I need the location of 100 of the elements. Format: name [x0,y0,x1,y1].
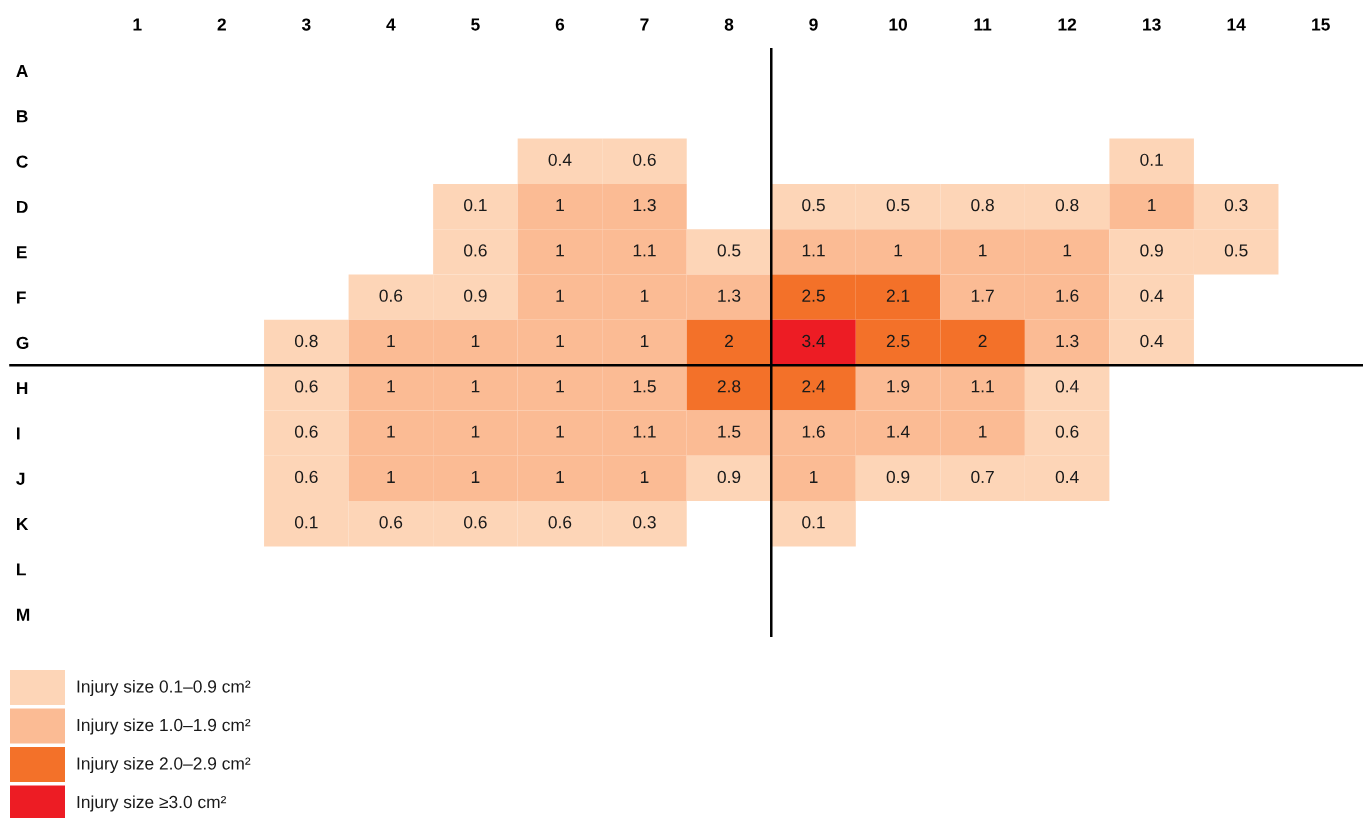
data-label: 1.5 [718,425,741,438]
x-tick-label: 4 [386,18,396,31]
x-tick-label: 1 [133,18,142,31]
data-label: 0.1 [1140,153,1163,166]
x-tick-label: 10 [889,18,908,31]
data-label: 0.8 [294,334,318,348]
data-label: 0.8 [1055,198,1079,212]
data-label: 1 [471,470,480,483]
y-tick-label: D [16,200,28,213]
data-label: 0.1 [802,516,825,529]
data-label: 2 [725,334,733,347]
y-tick-label: C [16,155,28,168]
data-label: 0.9 [717,470,741,484]
text: Injury size 0.1–0.9 cm² [77,679,251,697]
data-label: 1.7 [971,289,994,302]
data-label: 0.6 [464,516,487,529]
x-tick-label: 8 [724,18,734,31]
data-label: 0.1 [464,198,487,212]
data-label: 1 [387,335,395,347]
data-label: 1 [1063,244,1072,257]
data-label: 0.9 [464,289,487,302]
data-label: 1 [471,380,480,393]
data-label: 0.4 [1140,289,1164,302]
data-label: 0.4 [1140,334,1164,348]
data-label: 0.6 [294,380,318,393]
data-label: 1 [640,470,649,483]
data-label: 0.9 [886,470,910,484]
data-label: 1 [810,470,818,483]
data-label: 0.5 [802,198,825,212]
data-label: 1 [387,470,395,483]
text: Injury size ≥3.0 cm² [77,795,227,812]
data-label: 1.3 [633,198,656,212]
data-label: 0.6 [1055,425,1079,438]
y-tick-label: A [16,65,28,77]
data-label: 1 [640,335,649,347]
data-label: 1 [979,244,987,257]
data-label: 1.9 [887,380,910,393]
data-label: 0.6 [548,516,572,529]
y-tick-label: B [16,110,28,123]
data-label: 1 [556,244,564,257]
y-tick-label: H [16,382,28,395]
data-label: 1 [556,289,564,302]
data-label: 0.9 [1140,244,1163,257]
x-tick-label: 13 [1143,18,1161,31]
data-label: 0.1 [294,516,318,529]
x-tick-label: 14 [1227,18,1246,31]
y-tick-label: I [16,427,20,440]
x-tick-label: 9 [809,18,818,31]
data-label: 1 [556,380,564,393]
data-label: 1.3 [718,289,741,302]
data-label: 1 [471,425,480,438]
x-tick-label: 3 [301,18,311,31]
y-tick-label: L [16,563,26,576]
data-label: 2.5 [802,289,825,302]
data-label: 2 [978,334,987,347]
data-label: 1 [1148,199,1156,212]
x-tick-label: 7 [640,18,649,31]
data-label: 1 [471,335,480,347]
data-label: 1.5 [633,380,656,393]
data-label: 2.1 [886,289,910,302]
data-label: 0.8 [971,198,994,212]
x-tick-label: 2 [217,18,226,31]
y-tick-label: K [16,518,29,531]
data-label: 1 [556,199,564,212]
y-tick-label: F [16,291,26,304]
x-tick-label: 15 [1312,18,1330,31]
data-label: 1.1 [633,425,656,438]
data-label: 1.1 [633,244,656,257]
y-tick-label: G [16,336,29,349]
x-tick-label: 5 [471,18,480,31]
data-label: 1.4 [887,425,910,438]
data-label: 1.6 [1056,289,1079,302]
data-label: 1.6 [802,425,825,438]
data-label: 0.3 [1224,198,1248,212]
text: Injury size 2.0–2.9 cm² [77,756,251,774]
data-label: 1 [556,335,564,347]
data-label: 0.6 [379,516,403,529]
x-tick-label: 6 [555,18,565,31]
data-label: 2.4 [802,380,826,393]
data-label: 0.6 [294,425,318,438]
data-label: 2.5 [886,334,910,348]
data-label: 0.4 [1055,470,1079,484]
data-label: 0.4 [548,153,572,166]
x-tick-label: 11 [974,18,992,31]
data-label: 2.8 [717,380,741,393]
y-tick-label: J [16,472,25,485]
data-label: 0.6 [379,289,403,302]
x-tick-label: 12 [1058,18,1077,31]
data-label: 0.6 [633,153,656,166]
data-label: 1 [387,380,395,393]
data-label: 1.1 [971,380,994,393]
data-label: 1 [894,244,903,257]
data-label: 0.6 [464,244,487,257]
data-label: 3.4 [802,334,826,348]
data-label: 0.6 [294,470,318,484]
data-label: 0.5 [1224,244,1248,257]
data-label: 1 [640,289,649,302]
data-label: 0.5 [717,244,741,257]
text: Injury size 1.0–1.9 cm² [77,718,251,735]
data-label: 1.3 [1056,334,1079,348]
